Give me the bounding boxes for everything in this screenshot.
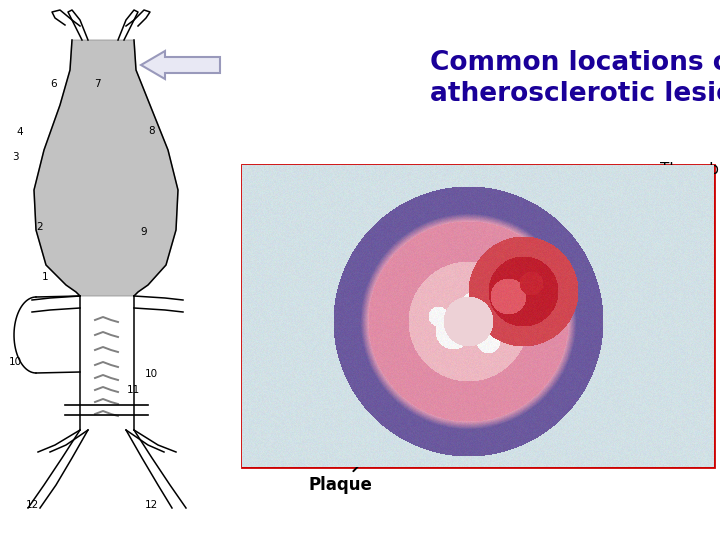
- Text: 10: 10: [9, 357, 22, 367]
- Text: 6: 6: [50, 79, 58, 89]
- Text: Plaque: Plaque: [308, 396, 426, 494]
- FancyArrow shape: [141, 51, 220, 79]
- Text: Thrombus: Thrombus: [574, 163, 720, 269]
- Text: 12: 12: [145, 500, 158, 510]
- Text: 3: 3: [12, 152, 19, 161]
- Text: 10: 10: [145, 369, 158, 379]
- Text: 8: 8: [148, 126, 155, 136]
- Text: Common locations of
atherosclerotic lesions: Common locations of atherosclerotic lesi…: [430, 50, 720, 107]
- Text: 2: 2: [36, 222, 43, 232]
- Text: 4: 4: [17, 127, 24, 137]
- Text: 12: 12: [26, 500, 39, 510]
- Bar: [242, 165, 714, 467]
- Text: 1: 1: [41, 272, 48, 282]
- Text: 9: 9: [140, 227, 148, 237]
- Text: 11: 11: [127, 385, 140, 395]
- Text: 7: 7: [94, 79, 101, 89]
- Polygon shape: [34, 40, 178, 296]
